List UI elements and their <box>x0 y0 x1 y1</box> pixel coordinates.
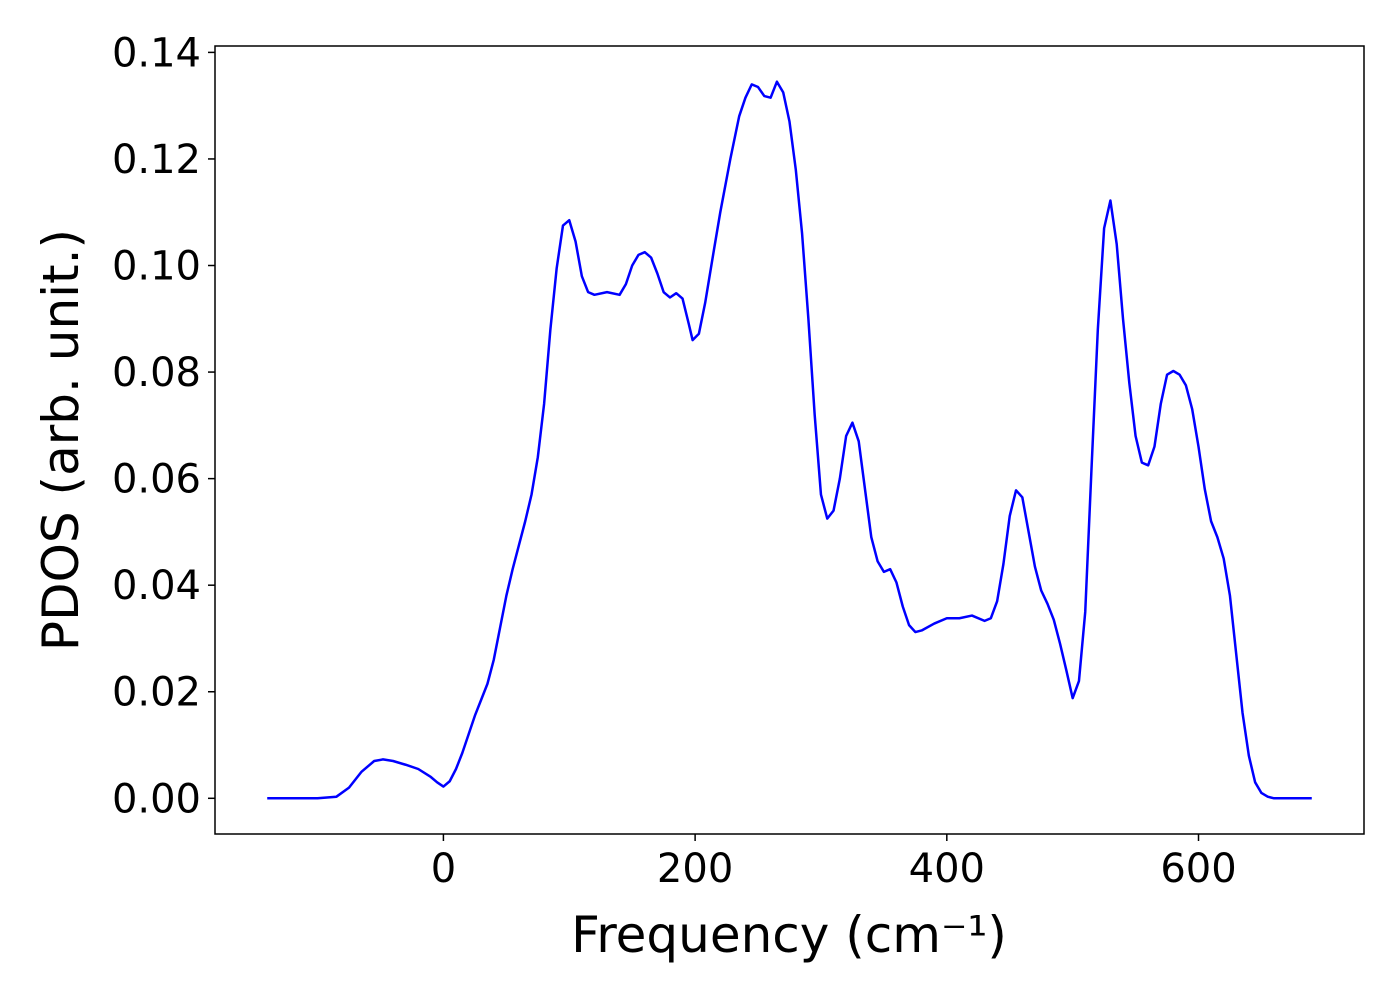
plot-frame <box>214 45 1365 835</box>
x-axis-label: Frequency (cm⁻¹) <box>571 906 1007 964</box>
y-tick-label: 0.12 <box>112 137 201 183</box>
y-axis-label: PDOS (arb. unit.) <box>32 229 90 651</box>
y-tick-label: 0.00 <box>112 776 201 822</box>
y-tick-label: 0.10 <box>112 244 201 290</box>
y-tick-label: 0.02 <box>112 670 201 716</box>
y-tick-label: 0.04 <box>112 563 201 609</box>
y-tick-label: 0.06 <box>112 457 201 503</box>
data-line <box>267 80 1312 800</box>
y-tick-label: 0.14 <box>112 30 201 76</box>
y-tick-label: 0.08 <box>112 350 201 396</box>
x-tick-label: 600 <box>1160 846 1236 892</box>
x-tick-label: 200 <box>657 846 733 892</box>
x-tick-label: 400 <box>909 846 985 892</box>
x-tick-label: 0 <box>431 846 456 892</box>
